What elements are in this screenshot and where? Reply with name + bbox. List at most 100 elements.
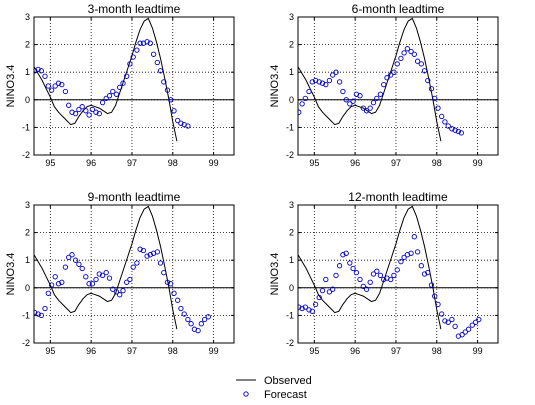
forecast-point xyxy=(302,304,308,310)
forecast-point xyxy=(42,305,48,312)
forecast-point xyxy=(144,253,150,259)
forecast-point xyxy=(360,283,366,290)
forecast-point xyxy=(110,286,116,292)
forecast-point xyxy=(106,93,113,99)
panel-title: 6-month leadtime xyxy=(352,2,445,16)
y-tick-label: -2 xyxy=(286,338,294,348)
forecast-point xyxy=(168,281,174,287)
forecast-point xyxy=(432,95,438,102)
y-tick-label: 3 xyxy=(25,12,30,22)
plot-data xyxy=(298,205,482,339)
forecast-point xyxy=(147,252,153,258)
forecast-point xyxy=(205,314,211,320)
forecast-point xyxy=(93,276,99,283)
forecast-point xyxy=(394,267,400,273)
x-tick-label: 97 xyxy=(391,346,401,356)
forecast-point xyxy=(449,126,455,132)
forecast-point xyxy=(66,102,72,108)
plot-frame xyxy=(33,204,235,344)
forecast-point xyxy=(398,55,404,62)
forecast-point xyxy=(195,327,201,334)
forecast-point xyxy=(381,81,387,88)
y-tick-label: 1 xyxy=(25,255,30,265)
forecast-point xyxy=(79,265,85,272)
x-tick-label: 98 xyxy=(168,346,178,356)
forecast-point xyxy=(469,322,475,328)
forecast-point xyxy=(34,68,38,74)
forecast-point xyxy=(367,105,373,111)
forecast-point xyxy=(343,250,349,256)
forecast-point xyxy=(120,287,126,294)
forecast-point xyxy=(353,269,360,276)
forecast-point xyxy=(178,305,184,312)
forecast-point xyxy=(326,289,333,295)
forecast-point xyxy=(110,88,116,95)
forecast-point xyxy=(350,98,356,104)
forecast-point xyxy=(425,269,431,276)
forecast-point xyxy=(370,271,377,277)
x-tick-label: 98 xyxy=(432,158,442,168)
forecast-point xyxy=(442,318,448,324)
forecast-point xyxy=(93,109,99,115)
forecast-point xyxy=(330,72,336,78)
forecast-point xyxy=(86,112,92,118)
x-tick-label: 98 xyxy=(432,346,442,356)
y-tick-label: -2 xyxy=(22,338,30,348)
forecast-point xyxy=(103,269,109,276)
forecast-point xyxy=(428,282,435,288)
panel-title: 12-month leadtime xyxy=(348,190,448,204)
forecast-point xyxy=(357,93,363,99)
forecast-point xyxy=(117,84,123,91)
forecast-point xyxy=(38,68,44,74)
forecast-point xyxy=(168,97,174,103)
forecast-point xyxy=(99,272,106,279)
forecast-point xyxy=(157,68,164,74)
forecast-point xyxy=(326,77,333,84)
y-axis-label: NINO3.4 xyxy=(5,65,17,108)
forecast-point xyxy=(299,101,305,107)
forecast-point xyxy=(175,297,181,303)
forecast-point xyxy=(144,39,150,45)
y-tick-label: -1 xyxy=(22,122,30,132)
forecast-point xyxy=(459,332,465,338)
forecast-point xyxy=(137,40,143,46)
y-tick-label: 3 xyxy=(289,12,294,22)
x-tick-label: 96 xyxy=(86,158,96,168)
forecast-point xyxy=(201,316,208,323)
forecast-point xyxy=(411,234,417,240)
plot-frame xyxy=(297,204,499,344)
y-axis-label: NINO3.4 xyxy=(269,253,281,296)
plot-data xyxy=(298,17,464,142)
forecast-point xyxy=(439,311,445,317)
forecast-point xyxy=(445,123,451,129)
forecast-point xyxy=(388,276,394,283)
forecast-point xyxy=(185,316,191,323)
chart-panel-3: 95 96 97 98 99 -2 -1 0 1 2 3 9-month leadtime NINO3.… xyxy=(5,190,235,356)
forecast-point xyxy=(425,77,431,84)
y-tick-label: 1 xyxy=(25,67,30,77)
observed-line xyxy=(298,17,442,142)
forecast-point xyxy=(367,279,373,285)
y-axis-label: NINO3.4 xyxy=(269,65,281,108)
y-tick-label: 3 xyxy=(289,200,294,210)
forecast-point xyxy=(69,252,75,258)
plot-area xyxy=(298,205,498,343)
forecast-point xyxy=(418,263,424,269)
forecast-point xyxy=(455,128,462,135)
forecast-point xyxy=(99,99,106,106)
y-tick-label: -1 xyxy=(22,310,30,320)
forecast-point xyxy=(137,246,143,252)
forecast-point xyxy=(462,329,468,335)
forecast-point xyxy=(175,117,181,124)
forecast-point xyxy=(323,81,329,88)
forecast-point xyxy=(34,309,38,316)
forecast-point xyxy=(306,88,312,95)
x-tick-label: 95 xyxy=(309,158,319,168)
forecast-point xyxy=(343,97,349,103)
forecast-point xyxy=(418,61,424,67)
y-tick-label: 0 xyxy=(289,283,294,293)
forecast-point xyxy=(62,88,69,95)
forecast-point xyxy=(157,260,164,266)
forecast-point xyxy=(323,276,329,283)
forecast-point xyxy=(309,79,315,85)
